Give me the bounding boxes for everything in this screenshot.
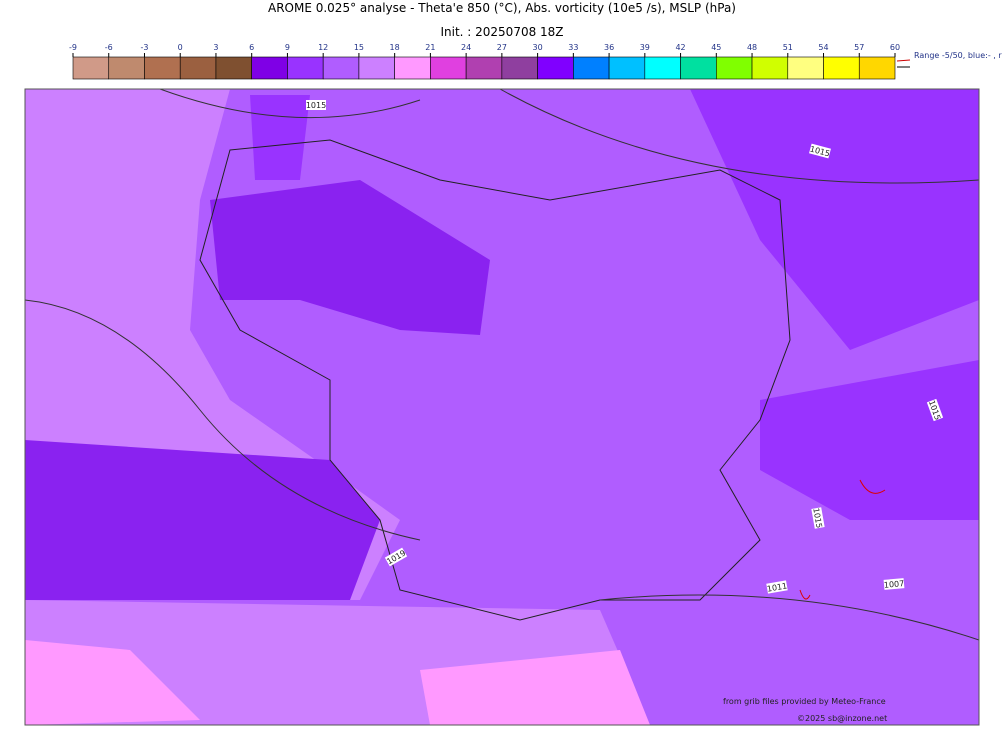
colorbar-tick-label: -3 bbox=[140, 43, 148, 52]
colorbar-tick-label: 45 bbox=[711, 43, 721, 52]
vorticity-contour bbox=[799, 479, 886, 600]
colorbar-tick-label: 36 bbox=[604, 43, 614, 52]
coastline bbox=[199, 139, 791, 621]
colorbar-tick-label: 0 bbox=[178, 43, 183, 52]
colorbar-cell bbox=[144, 56, 181, 80]
colorbar-tick-label: 27 bbox=[497, 43, 507, 52]
isobar-label-text: 1015 bbox=[306, 101, 326, 110]
colorbar-tick-label: 9 bbox=[285, 43, 290, 52]
colorbar-tick-label: -6 bbox=[105, 43, 113, 52]
isobar-label: 1011 bbox=[766, 580, 788, 594]
colorbar: -9 -6 -3 0 3 6 9 12 15 18 21 24 27 30 33 36 39 42 45 48 51 54… bbox=[69, 43, 900, 80]
colorbar-cell bbox=[608, 56, 646, 80]
isobar-label-text: 1011 bbox=[766, 581, 788, 593]
isobar-label-text: 1007 bbox=[884, 579, 905, 590]
isobar-label-bg bbox=[306, 100, 326, 110]
colorbar-cell bbox=[537, 56, 574, 80]
colorbar-tick-label: 48 bbox=[747, 43, 757, 52]
title: AROME 0.025° analyse - Theta'e 850 (°C),… bbox=[268, 1, 736, 15]
colorbar-cell bbox=[858, 56, 896, 80]
colorbar-cell bbox=[179, 56, 217, 80]
isobar-label-bg bbox=[926, 398, 944, 422]
colorbar-tick-label: 15 bbox=[354, 43, 364, 52]
warm-zone bbox=[25, 640, 650, 725]
colorbar-tick-label: 12 bbox=[318, 43, 328, 52]
map-frame bbox=[24, 88, 980, 726]
colorbar-cell bbox=[358, 56, 395, 80]
isobar-label: 1015 bbox=[811, 507, 825, 529]
isobar-label: 1015 bbox=[306, 100, 326, 110]
map bbox=[25, 89, 979, 725]
colorbar-cell bbox=[644, 56, 681, 80]
isobar-label-bg bbox=[811, 507, 825, 529]
colorbar-tick-label: 39 bbox=[640, 43, 650, 52]
colorbar-cell bbox=[287, 56, 324, 80]
alps-zone bbox=[760, 360, 979, 520]
colorbar-cell bbox=[751, 56, 789, 80]
colorbar-cell bbox=[465, 56, 503, 80]
colorbar-tick-label: 3 bbox=[213, 43, 218, 52]
colorbar-cell bbox=[108, 56, 145, 80]
colorbar-cell bbox=[823, 56, 860, 80]
colorbar-cell bbox=[251, 56, 288, 80]
colorbar-cell bbox=[322, 56, 360, 80]
colorbar-cell bbox=[716, 56, 753, 80]
colorbar-cell bbox=[215, 56, 252, 80]
colorbar-tick-label: 51 bbox=[783, 43, 793, 52]
england-zone bbox=[250, 95, 310, 180]
colorbar-tick-label: -9 bbox=[69, 43, 77, 52]
colorbar-tick-label: 33 bbox=[568, 43, 578, 52]
colorbar-tick-label: 42 bbox=[675, 43, 685, 52]
colorbar-tick-label: 6 bbox=[249, 43, 254, 52]
colorbar-cell bbox=[501, 56, 538, 80]
colorbar-tick-label: 24 bbox=[461, 43, 471, 52]
colorbar-cell bbox=[72, 56, 110, 80]
isobar-line bbox=[25, 89, 979, 641]
biscay-zone bbox=[25, 440, 380, 600]
isobar-label-bg bbox=[384, 547, 408, 567]
colorbar-cell bbox=[680, 56, 717, 80]
east-zone bbox=[690, 89, 979, 350]
range-marker bbox=[896, 59, 911, 62]
colorbar-cell bbox=[573, 56, 610, 80]
colorbar-cell bbox=[787, 56, 824, 80]
colorbar-tick-label: 21 bbox=[425, 43, 435, 52]
colorbar-cell bbox=[394, 56, 431, 80]
isobar-label-text: 1015 bbox=[811, 507, 823, 529]
range-note: Range -5/50, blue:- , r bbox=[914, 51, 1002, 60]
isobar-label-bg bbox=[883, 578, 905, 590]
credit-source: from grib files provided by Meteo-France bbox=[723, 697, 886, 706]
isobar-label-bg bbox=[766, 580, 788, 594]
channel-zone bbox=[210, 180, 490, 335]
isobar-label: 1007 bbox=[883, 578, 905, 590]
colorbar-tick-label: 18 bbox=[390, 43, 400, 52]
colorbar-tick-label: 54 bbox=[818, 43, 828, 52]
colorbar-tick-label: 30 bbox=[533, 43, 543, 52]
init-time: Init. : 20250708 18Z bbox=[440, 25, 563, 39]
colorbar-tick-label: 60 bbox=[890, 43, 900, 52]
colorbar-cell bbox=[430, 56, 467, 80]
colorbar-tick-label: 57 bbox=[854, 43, 864, 52]
credit-copyright: ©2025 sb@inzone.net bbox=[797, 714, 887, 723]
